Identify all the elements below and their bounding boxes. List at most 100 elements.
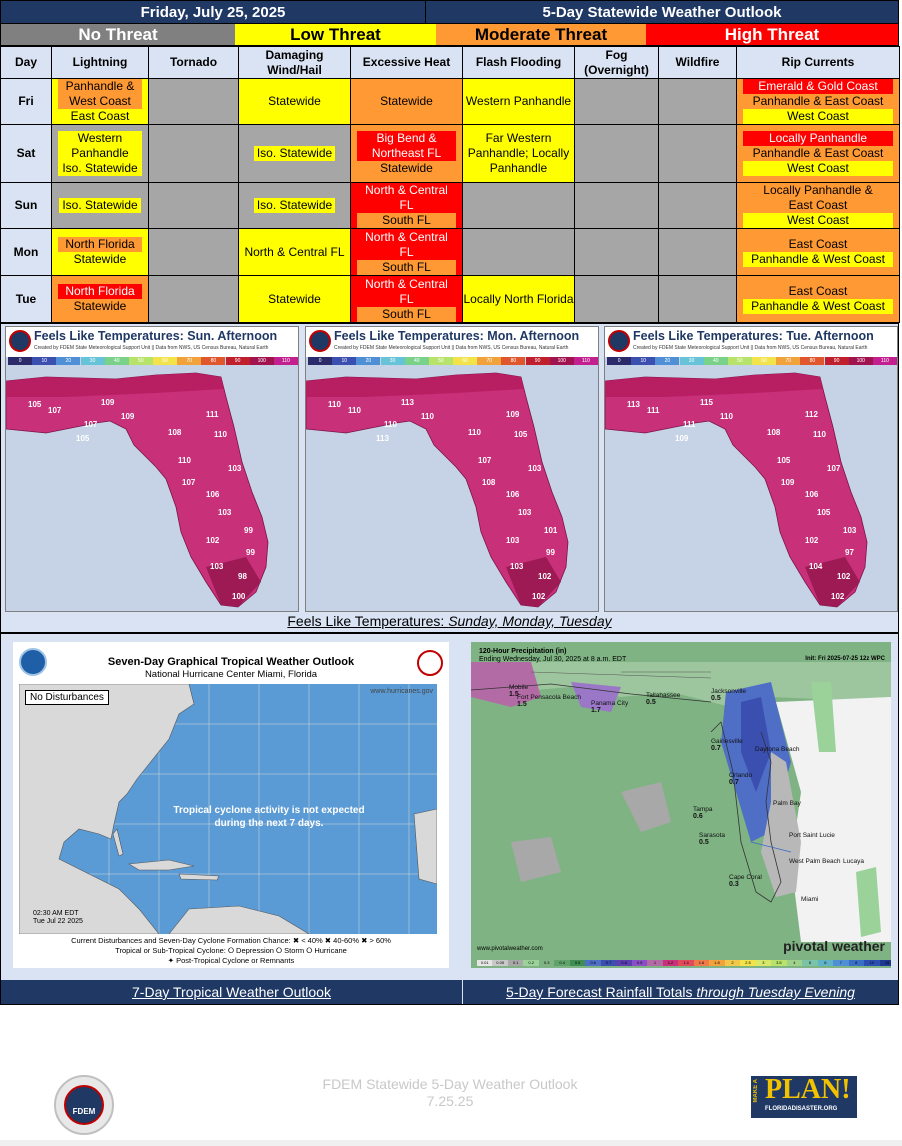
rainfall-field	[471, 642, 891, 968]
atlantic-landmass	[19, 684, 437, 934]
rain-scale-swatch: 0.05	[492, 960, 508, 966]
page-bottom-strip	[0, 1140, 902, 1146]
feels-map-credit: Created by FDEM State Meteorological Sup…	[334, 345, 569, 351]
scale-swatch: 20	[356, 357, 381, 365]
rain-city-label: Cape Coral 0.3	[729, 874, 762, 888]
rain-scale-bar: 0.01 0.05 0.1 0.2 0.3 0.4 0.5 0.6 0.7 0.8 0.9 1 1.2 1…	[477, 960, 891, 966]
rain-scale-swatch: 8	[848, 960, 865, 966]
scale-swatch: 60	[153, 357, 178, 365]
rain-city-label: Mobile 1.5	[509, 684, 529, 698]
rip-cell: East Coast Panhandle & West Coast	[736, 275, 900, 323]
wildfire-cell	[658, 228, 737, 276]
rain-scale-swatch: 3.5	[771, 960, 787, 966]
fog-cell	[574, 228, 659, 276]
scale-swatch: 110	[273, 357, 298, 365]
rain-scale-swatch: 1	[647, 960, 663, 966]
legend-high-threat: High Threat	[646, 24, 898, 45]
threat-tag: Emerald & Gold Coast	[743, 79, 893, 94]
rain-amount: 1.5	[517, 701, 527, 708]
rain-scale-swatch: 15	[879, 960, 891, 966]
rain-scale-swatch: 2.5	[740, 960, 756, 966]
rainfall-panel: 120-Hour Precipitation (in) Ending Wedne…	[471, 642, 891, 968]
threat-tag: South FL	[357, 259, 456, 275]
scale-swatch: 30	[679, 357, 704, 365]
temp-label: 98	[238, 572, 247, 581]
temp-scale-bar: 0 10 20 30 40 50 60 70 80 90 100 110	[8, 357, 298, 365]
report-title: 5-Day Statewide Weather Outlook	[542, 3, 782, 21]
threat-text: East Coast	[788, 284, 848, 298]
feels-map-credit: Created by FDEM State Meteorological Sup…	[34, 345, 269, 351]
scale-swatch: 10	[332, 357, 357, 365]
rain-init: Init: Fri 2025-07-25 12z WPC	[805, 656, 885, 662]
flood-cell: Far Western Panhandle; Locally Panhandle	[462, 124, 575, 183]
scale-swatch: 90	[225, 357, 250, 365]
temp-label: 102	[206, 536, 220, 545]
rain-scale-swatch: 0.2	[523, 960, 539, 966]
rain-city-label: Daytona Beach	[755, 746, 800, 753]
scale-swatch: 100	[848, 357, 873, 365]
temp-label: 109	[506, 410, 520, 419]
temp-label: 106	[805, 490, 819, 499]
rain-scale-swatch: 0.8	[616, 960, 632, 966]
temp-label: 111	[683, 420, 696, 429]
threat-text: East Coast	[70, 109, 130, 123]
temp-label: 115	[700, 398, 713, 407]
threat-tag: Iso. Statewide	[59, 198, 141, 213]
scale-swatch: 30	[380, 357, 405, 365]
threat-text: Locally Panhandle &	[763, 183, 873, 197]
scale-swatch: 80	[800, 357, 825, 365]
rain-scale-swatch: 7	[833, 960, 849, 966]
day-cell: Sat	[0, 124, 52, 183]
threat-text: Panhandle & East Coast	[752, 146, 884, 160]
col-header-day: Day	[0, 46, 52, 79]
lightning-cell: North Florida Statewide	[51, 275, 149, 323]
flood-cell: Locally North Florida	[462, 275, 575, 323]
rip-cell: Locally Panhandle & East Coast West Coas…	[736, 182, 900, 229]
rain-scale-swatch: 0.4	[554, 960, 570, 966]
temp-label: 107	[84, 420, 98, 429]
fog-cell	[574, 275, 659, 323]
tornado-cell	[148, 78, 239, 125]
rain-city-label: Port Saint Lucie	[789, 832, 835, 839]
rain-city-label: Tallahassee 0.5	[646, 692, 681, 706]
florida-temp-map: 113 111 115 110 111 109 112 108 110 105 107 109 106 1…	[605, 367, 897, 611]
rain-scale-swatch: 0.3	[538, 960, 555, 966]
make-a-plan-logo[interactable]: MAKE A PLAN! FLORIDADISASTER.ORG	[751, 1074, 857, 1118]
tornado-cell	[148, 228, 239, 276]
tropical-caption: 7-Day Tropical Weather Outlook	[1, 980, 462, 1004]
tornado-cell	[148, 182, 239, 229]
temp-label: 109	[781, 478, 795, 487]
temp-label: 103	[228, 464, 242, 473]
rain-amount: 0.5	[711, 695, 721, 702]
temp-label: 113	[627, 400, 640, 409]
flood-cell	[462, 182, 575, 229]
pivotal-weather-logo: pivotal weather	[783, 938, 885, 954]
rain-city-label: Palm Bay	[773, 800, 801, 807]
scale-swatch: 90	[824, 357, 849, 365]
legend-low-threat: Low Threat	[235, 24, 436, 45]
rip-cell: Emerald & Gold Coast Panhandle & East Co…	[736, 78, 900, 125]
temp-label: 105	[76, 434, 90, 443]
rain-scale-swatch: 1.4	[678, 960, 694, 966]
temp-label: 102	[538, 572, 552, 581]
threat-legend: No Threat Low Threat Moderate Threat Hig…	[0, 24, 899, 46]
temp-label: 108	[767, 428, 781, 437]
feels-caption: Feels Like Temperatures: Sunday, Monday,…	[287, 613, 612, 629]
threat-text: Statewide	[380, 161, 433, 175]
heat-cell: North & Central FL South FL	[350, 182, 463, 229]
rain-scale-swatch: 1.6	[693, 960, 710, 966]
scale-swatch: 10	[32, 357, 57, 365]
threat-tag: Locally Panhandle	[743, 131, 893, 146]
day-cell: Fri	[0, 78, 52, 125]
temp-label: 103	[506, 536, 520, 545]
threat-text: Statewide	[73, 299, 127, 313]
threat-tag: Panhandle & West Coast	[58, 79, 142, 109]
wildfire-cell	[658, 275, 737, 323]
tornado-cell	[148, 275, 239, 323]
nhc-website: www.hurricanes.gov	[370, 688, 433, 695]
temp-label: 107	[182, 478, 196, 487]
scale-swatch: 70	[477, 357, 502, 365]
temp-label: 111	[206, 410, 219, 419]
florida-temp-map: 105 107 109 109 107 105 111 108 110 110 103 107 106 1…	[6, 367, 298, 611]
scale-swatch: 80	[501, 357, 526, 365]
